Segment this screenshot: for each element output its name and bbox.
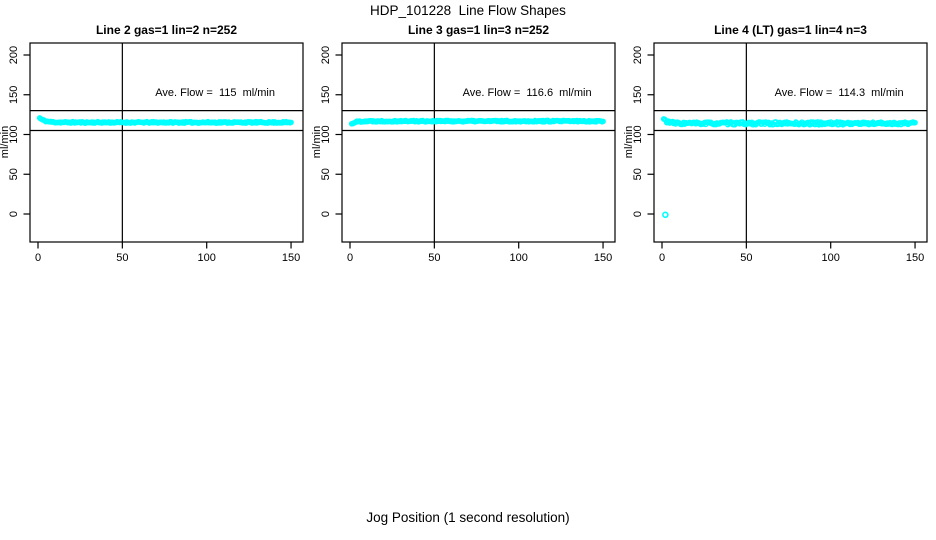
x-axis-tick-label: 100 xyxy=(822,252,840,264)
y-axis-tick-label: 150 xyxy=(8,86,20,104)
y-axis-tick-label: 200 xyxy=(320,46,332,64)
figure-title: HDP_101228 Line Flow Shapes xyxy=(370,3,566,18)
y-axis-tick-label: 50 xyxy=(632,168,644,180)
y-axis-tick-label: 0 xyxy=(8,211,20,217)
y-axis-label: ml/min xyxy=(0,126,11,158)
panel-title: Line 4 (LT) gas=1 lin=4 n=3 xyxy=(714,23,867,37)
figure-xlabel: Jog Position (1 second resolution) xyxy=(366,510,570,525)
panel-line2: Line 2 gas=1 lin=2 n=252 0 50 100 150 200 0 50 1… xyxy=(0,23,304,264)
plot-box xyxy=(341,42,616,243)
y-axis-tick-label: 100 xyxy=(320,125,332,143)
panels-row: Line 2 gas=1 lin=2 n=252 0 50 100 150 200 0 50 1… xyxy=(0,23,928,264)
data-point xyxy=(600,118,606,125)
x-axis-tick-label: 100 xyxy=(510,252,528,264)
y-axis-tick-label: 0 xyxy=(632,211,644,217)
data-point xyxy=(912,119,918,126)
y-axis-tick-label: 200 xyxy=(8,46,20,64)
plot-box xyxy=(29,42,304,243)
panel-line3: Line 3 gas=1 lin=3 n=252 0 50 100 150 200 0 50 1… xyxy=(312,23,616,264)
y-axis-tick-label: 50 xyxy=(8,168,20,180)
x-axis-tick-label: 0 xyxy=(659,252,665,264)
y-axis-tick-label: 100 xyxy=(8,125,20,143)
panel-title: Line 3 gas=1 lin=3 n=252 xyxy=(408,23,549,37)
outlier-point xyxy=(662,211,669,219)
y-axis-label: ml/min xyxy=(624,126,635,158)
ave-flow-annotation: Ave. Flow = 115 ml/min xyxy=(155,87,275,99)
x-axis-tick-label: 0 xyxy=(35,252,41,264)
x-axis-tick-label: 100 xyxy=(198,252,216,264)
x-axis-tick-label: 150 xyxy=(594,252,612,264)
data-point xyxy=(288,119,294,126)
x-axis-tick-label: 150 xyxy=(282,252,300,264)
ave-flow-annotation: Ave. Flow = 116.6 ml/min xyxy=(463,87,592,99)
x-axis-tick-label: 50 xyxy=(428,252,440,264)
plot-box xyxy=(653,42,928,243)
y-axis-tick-label: 150 xyxy=(320,86,332,104)
x-axis-tick-label: 50 xyxy=(116,252,128,264)
x-axis-tick-label: 150 xyxy=(906,252,924,264)
x-axis-tick-label: 0 xyxy=(347,252,353,264)
ave-flow-annotation: Ave. Flow = 114.3 ml/min xyxy=(775,87,904,99)
y-axis-tick-label: 100 xyxy=(632,125,644,143)
y-axis-tick-label: 0 xyxy=(320,211,332,217)
panel-title: Line 2 gas=1 lin=2 n=252 xyxy=(96,23,237,37)
y-axis-tick-label: 150 xyxy=(632,86,644,104)
panel-line4: Line 4 (LT) gas=1 lin=4 n=3 0 50 100 150 200 0… xyxy=(624,23,928,264)
y-axis-tick-label: 200 xyxy=(632,46,644,64)
y-axis-tick-label: 50 xyxy=(320,168,332,180)
y-axis-label: ml/min xyxy=(312,126,323,158)
x-axis-tick-label: 50 xyxy=(740,252,752,264)
